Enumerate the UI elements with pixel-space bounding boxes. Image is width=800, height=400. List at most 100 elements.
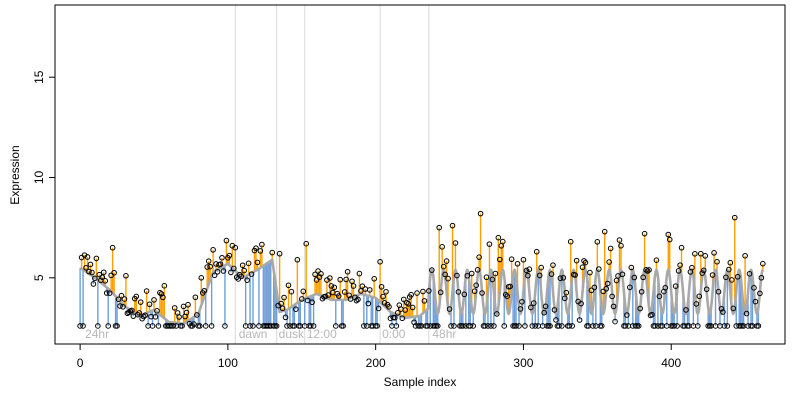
data-point [482, 323, 488, 329]
data-point [399, 315, 406, 322]
data-point [696, 293, 703, 300]
data-point [316, 274, 323, 280]
data-point [276, 250, 283, 257]
data-point [724, 323, 731, 329]
data-point [504, 293, 510, 300]
data-point [201, 287, 208, 294]
data-point [220, 268, 227, 274]
data-point [486, 241, 493, 247]
x-tick-label: 400 [661, 356, 681, 370]
data-point [700, 267, 707, 274]
data-point [281, 294, 287, 301]
data-point [729, 277, 735, 283]
data-point [117, 303, 123, 309]
data-point [616, 237, 623, 243]
trend-line [79, 258, 765, 326]
data-point [758, 274, 765, 281]
data-point [176, 314, 182, 320]
data-point [502, 291, 509, 298]
data-point [551, 307, 558, 313]
data-point [136, 310, 143, 316]
data-point [742, 252, 748, 259]
data-point [375, 305, 382, 312]
data-point [204, 264, 211, 270]
data-point [590, 323, 596, 329]
data-point [343, 276, 349, 283]
data-point [325, 292, 332, 298]
data-point [470, 323, 476, 329]
data-point [90, 281, 97, 287]
data-point [479, 290, 485, 296]
trend-curve [79, 258, 765, 326]
x-tick-label: 100 [218, 356, 238, 370]
data-point [378, 283, 385, 290]
x-axis-title: Sample index [384, 375, 457, 389]
data-point [129, 307, 135, 314]
data-point [746, 270, 753, 277]
data-point [294, 256, 301, 263]
y-tick-label: 10 [32, 171, 46, 185]
data-point [468, 270, 475, 277]
data-point [542, 303, 549, 310]
data-point [100, 269, 107, 276]
data-point [674, 323, 680, 329]
data-point [440, 263, 447, 270]
data-point [494, 311, 500, 317]
data-point [142, 312, 148, 319]
data-point [353, 297, 360, 304]
data-point [109, 244, 116, 251]
data-point [677, 262, 683, 268]
data-point [332, 323, 339, 329]
data-point [743, 310, 750, 317]
data-point [618, 242, 624, 249]
data-point [154, 308, 160, 314]
data-point [517, 306, 524, 312]
data-point [579, 264, 586, 271]
data-point [671, 323, 677, 329]
data-point [395, 310, 401, 316]
data-point [559, 323, 565, 329]
data-point [102, 278, 109, 284]
data-point [734, 273, 741, 280]
data-point [386, 303, 392, 310]
data-point [86, 268, 92, 275]
data-point [92, 275, 98, 282]
data-point [528, 304, 534, 311]
data-point [392, 314, 398, 321]
data-point [257, 248, 264, 254]
data-point [507, 283, 513, 290]
data-point [563, 289, 570, 296]
data-point [245, 260, 252, 267]
data-point [711, 250, 717, 256]
data-point [637, 305, 643, 312]
data-point [429, 267, 435, 273]
data-point [278, 300, 284, 307]
data-point [683, 307, 689, 313]
data-point [241, 267, 247, 274]
data-point [374, 323, 380, 329]
data-point [194, 312, 200, 318]
data-point [627, 284, 633, 291]
data-point [449, 222, 456, 229]
data-point [567, 238, 574, 245]
data-point [114, 323, 120, 329]
x-tick-label: 0 [77, 356, 84, 370]
data-point [622, 323, 629, 329]
data-point [288, 288, 295, 295]
data-point [341, 289, 348, 295]
data-point [526, 266, 533, 273]
data-point [473, 282, 479, 289]
data-point [501, 323, 508, 329]
data-point [649, 311, 655, 318]
data-point [442, 271, 448, 278]
data-point [371, 276, 377, 282]
data-point [95, 323, 101, 329]
data-point [87, 261, 94, 268]
data-point [210, 247, 216, 253]
data-point [538, 264, 544, 271]
data-point [434, 323, 441, 329]
data-point [366, 287, 373, 293]
data-point [726, 266, 732, 273]
data-point [197, 323, 203, 329]
data-point [464, 272, 471, 279]
